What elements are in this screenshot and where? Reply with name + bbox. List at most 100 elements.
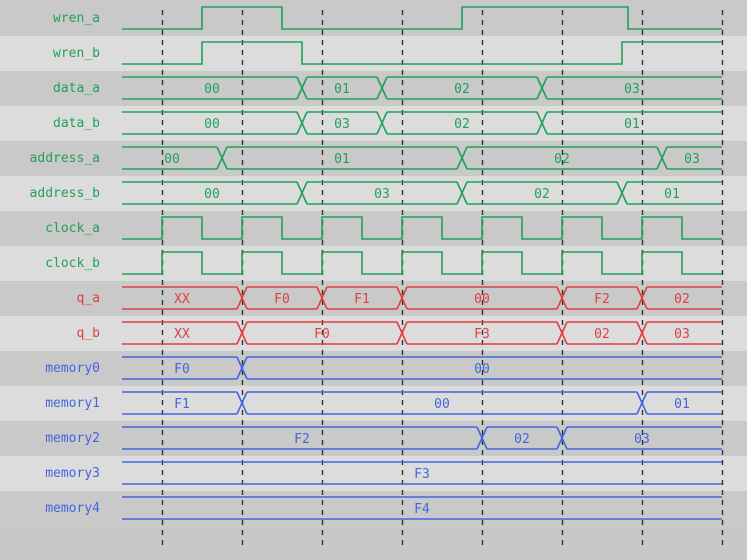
bus-value-q_a-0: XX: [174, 292, 190, 307]
signal-label-data_b[interactable]: data_b: [53, 116, 100, 131]
signal-label-memory1[interactable]: memory1: [45, 396, 100, 411]
bus-value-memory2-1: 02: [514, 432, 530, 447]
binary-path: [122, 6, 722, 30]
signal-trace-memory1: F1 00 01: [122, 391, 722, 415]
signal-trace-q_a: XX F0 F1 00 F2 02: [122, 286, 722, 310]
bus-cross-b: [316, 286, 328, 310]
bus-cross-b: [636, 321, 648, 345]
bus-value-memory2-0: F2: [294, 432, 310, 447]
bus-value-q_a-4: F2: [594, 292, 610, 307]
bus-cross-b: [236, 391, 248, 415]
signal-label-memory4[interactable]: memory4: [45, 501, 100, 516]
signal-trace-data_a: 00 01 02 03: [122, 76, 722, 100]
bus-cross-b: [636, 286, 648, 310]
signal-trace-memory0: F0 00: [122, 356, 722, 380]
bus-value-data_a-3: 03: [624, 82, 640, 97]
bus-cross-b: [216, 146, 228, 170]
row-band-clock_a: [0, 211, 747, 246]
bus-cross-b: [536, 76, 548, 100]
bus-cross-b: [556, 321, 568, 345]
bus-value-q_a-5: 02: [674, 292, 690, 307]
bus-value-address_a-0: 00: [164, 152, 180, 167]
bus-value-memory1-1: 00: [434, 397, 450, 412]
bus-cross-b: [536, 111, 548, 135]
row-band-wren_a: [0, 0, 747, 36]
signal-label-q_b[interactable]: q_b: [76, 326, 100, 341]
bus-cross-b: [296, 181, 308, 205]
bus-cross-b: [636, 391, 648, 415]
bus-value-memory1-0: F1: [174, 397, 190, 412]
signal-label-data_a[interactable]: data_a: [53, 81, 100, 96]
signal-label-memory0[interactable]: memory0: [45, 361, 100, 376]
bus-value-address_a-3: 03: [684, 152, 700, 167]
bus-cross-b: [236, 286, 248, 310]
bus-cross-b: [556, 286, 568, 310]
bus-cross-b: [376, 76, 388, 100]
signal-trace-clock_b: [122, 251, 722, 275]
signal-label-address_a[interactable]: address_a: [29, 151, 100, 166]
bus-value-memory3-0: F3: [414, 467, 430, 482]
bus-cross-b: [396, 321, 408, 345]
bus-value-address_b-3: 01: [664, 187, 680, 202]
bus-value-data_b-0: 00: [204, 117, 220, 132]
bus-value-data_b-2: 02: [454, 117, 470, 132]
signal-trace-wren_a: [122, 6, 722, 30]
bus-value-data_a-2: 02: [454, 82, 470, 97]
signal-label-clock_b[interactable]: clock_b: [45, 256, 100, 271]
signal-trace-data_b: 00 03 02 01: [122, 111, 722, 135]
bus-cross-b: [236, 321, 248, 345]
row-band-clock_b: [0, 246, 747, 281]
bus-value-q_a-2: F1: [354, 292, 370, 307]
bus-cross-b: [616, 181, 628, 205]
bus-cross-b: [456, 146, 468, 170]
bus-value-q_b-4: 03: [674, 327, 690, 342]
bus-cross-b: [236, 356, 248, 380]
bus-cross-b: [476, 426, 488, 450]
bus-value-data_a-0: 00: [204, 82, 220, 97]
bus-value-memory0-0: F0: [174, 362, 190, 377]
bus-value-memory0-1: 00: [474, 362, 490, 377]
bus-value-memory4-0: F4: [414, 502, 430, 517]
signal-trace-memory4: F4: [122, 496, 722, 520]
bus-value-q_b-2: F3: [474, 327, 490, 342]
signal-label-memory3[interactable]: memory3: [45, 466, 100, 481]
bus-cross-b: [376, 111, 388, 135]
signal-trace-wren_b: [122, 41, 722, 65]
bus-value-q_b-0: XX: [174, 327, 190, 342]
clock-path: [122, 251, 722, 275]
bus-value-address_b-1: 03: [374, 187, 390, 202]
bus-value-q_b-3: 02: [594, 327, 610, 342]
signal-trace-clock_a: [122, 216, 722, 240]
bus-value-data_b-3: 01: [624, 117, 640, 132]
bus-value-q_a-3: 00: [474, 292, 490, 307]
signal-label-clock_a[interactable]: clock_a: [45, 221, 100, 236]
bus-value-address_a-2: 02: [554, 152, 570, 167]
signal-trace-memory3: F3: [122, 461, 722, 485]
bus-cross-b: [296, 111, 308, 135]
bus-cross-b: [456, 181, 468, 205]
bus-cross-b: [556, 426, 568, 450]
signal-trace-address_a: 00 01 02 03: [122, 146, 722, 170]
signal-label-wren_b[interactable]: wren_b: [53, 46, 100, 61]
bus-value-memory2-2: 03: [634, 432, 650, 447]
bus-cross-b: [656, 146, 668, 170]
bus-value-data_a-1: 01: [334, 82, 350, 97]
bus-cross-b: [396, 286, 408, 310]
bus-value-q_a-1: F0: [274, 292, 290, 307]
signal-trace-memory2: F2 02 03: [122, 426, 722, 450]
binary-path: [122, 41, 722, 65]
clock-path: [122, 216, 722, 240]
bus-value-address_b-2: 02: [534, 187, 550, 202]
signal-label-memory2[interactable]: memory2: [45, 431, 100, 446]
bus-value-address_b-0: 00: [204, 187, 220, 202]
signal-label-wren_a[interactable]: wren_a: [53, 11, 100, 26]
signal-trace-q_b: XX F0 F3 02 03: [122, 321, 722, 345]
bus-value-q_b-1: F0: [314, 327, 330, 342]
signal-label-address_b[interactable]: address_b: [29, 186, 100, 201]
signal-label-q_a[interactable]: q_a: [76, 291, 100, 306]
bus-value-memory1-2: 01: [674, 397, 690, 412]
bus-value-data_b-1: 03: [334, 117, 350, 132]
